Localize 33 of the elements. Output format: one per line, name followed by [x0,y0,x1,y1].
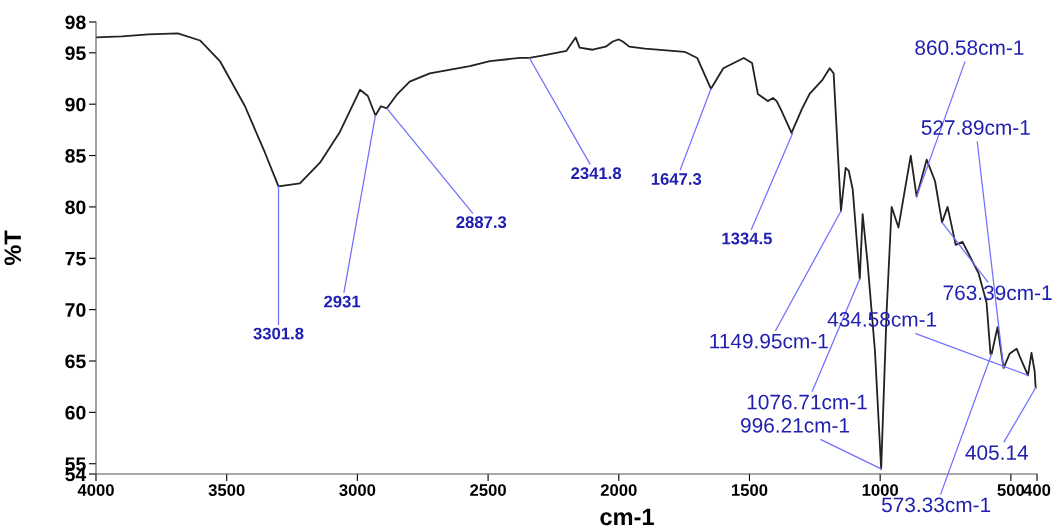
y-tick-label: 75 [65,251,86,266]
annotation: 860.58cm-1 [915,40,1024,56]
annotation: 405.14 [965,445,1029,460]
x-tick-label: 2000 [600,484,637,496]
annotation: 1334.5 [722,232,772,245]
annotation: 1149.95cm-1 [710,333,828,349]
x-tick-label: 1500 [731,484,768,496]
y-tick-label: 95 [65,46,86,61]
x-tick-label: 3500 [208,484,245,496]
x-tick-label: 400 [1023,484,1051,496]
annotation: 2931 [324,295,361,308]
x-tick-label: 3000 [339,484,376,496]
x-tick-label: 500 [997,484,1025,496]
annotation: 573.33cm-1 [881,497,991,513]
x-axis-title: cm-1 [600,508,654,526]
y-tick-label: 65 [65,354,86,369]
y-tick-label: 70 [65,303,86,317]
y-tick-label: 98 [65,15,86,30]
x-tick-label: 1000 [862,484,899,496]
annotation: 527.89cm-1 [921,120,1030,135]
annotation: 3301.8 [253,327,304,340]
y-tick-label: 80 [65,200,86,215]
y-axis-title: %T [4,230,22,266]
annotation: 1647.3 [651,173,702,185]
annotation: 1076.71cm-1 [747,394,867,410]
annotation: 2341.8 [571,167,622,180]
x-tick-label: 2500 [470,484,506,496]
annotation: 996.21cm-1 [741,418,850,433]
y-tick-label: 60 [65,405,86,420]
y-tick-label: 90 [65,97,86,112]
y-tick-label: 85 [65,149,86,163]
x-tick-label: 4000 [77,484,114,496]
annotation: 2887.3 [456,216,507,229]
